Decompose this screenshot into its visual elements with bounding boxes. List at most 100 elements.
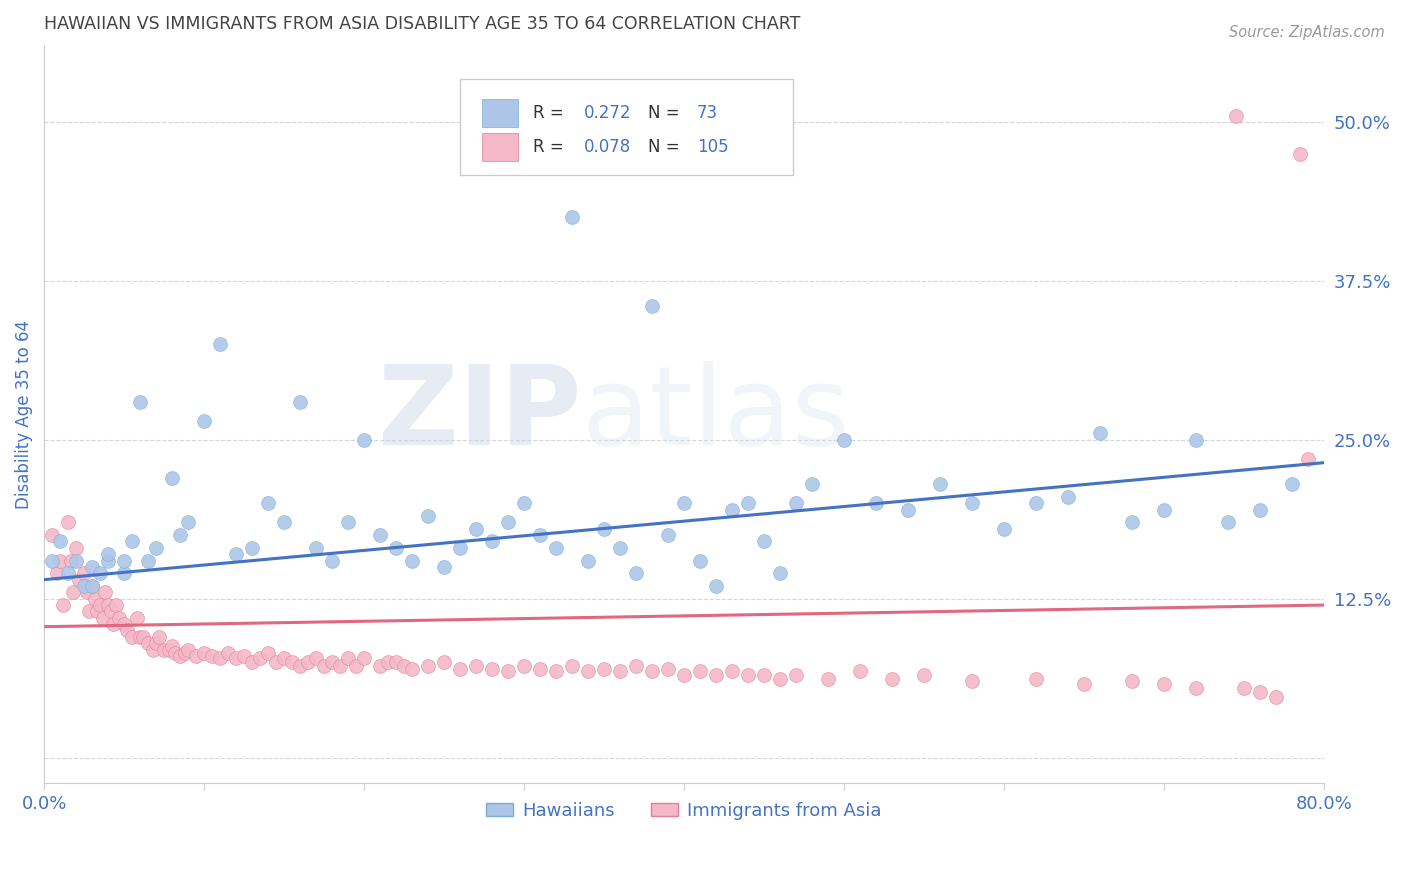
Point <box>849 664 872 678</box>
Point <box>49 534 72 549</box>
Point <box>416 659 439 673</box>
Point <box>67 573 90 587</box>
Point <box>1121 516 1143 530</box>
Point <box>704 668 727 682</box>
Point <box>1185 433 1208 447</box>
Point <box>392 659 415 673</box>
Point <box>177 642 200 657</box>
Point <box>624 659 647 673</box>
Point <box>609 664 631 678</box>
FancyBboxPatch shape <box>482 133 517 161</box>
Point <box>157 642 180 657</box>
Point <box>73 579 96 593</box>
Point <box>657 528 679 542</box>
Point <box>529 528 551 542</box>
Text: N =: N = <box>648 137 685 156</box>
Text: atlas: atlas <box>582 361 851 468</box>
Point <box>288 659 311 673</box>
Point <box>960 674 983 689</box>
Point <box>94 585 117 599</box>
Point <box>201 648 224 663</box>
Point <box>737 668 759 682</box>
Point <box>1289 146 1312 161</box>
Point <box>41 553 63 567</box>
Point <box>145 541 167 555</box>
Point <box>1249 502 1271 516</box>
Point <box>82 579 104 593</box>
Point <box>993 522 1015 536</box>
Point <box>86 604 108 618</box>
Point <box>593 662 616 676</box>
Point <box>129 394 152 409</box>
Point <box>449 541 471 555</box>
Point <box>125 611 148 625</box>
Text: HAWAIIAN VS IMMIGRANTS FROM ASIA DISABILITY AGE 35 TO 64 CORRELATION CHART: HAWAIIAN VS IMMIGRANTS FROM ASIA DISABIL… <box>44 15 800 33</box>
Point <box>132 630 155 644</box>
Point <box>465 522 488 536</box>
Text: 105: 105 <box>697 137 728 156</box>
Point <box>165 646 187 660</box>
Point <box>145 636 167 650</box>
Point <box>513 659 536 673</box>
Point <box>641 664 664 678</box>
Point <box>240 655 263 669</box>
Point <box>641 299 664 313</box>
Point <box>624 566 647 581</box>
Point <box>401 662 423 676</box>
Point <box>112 566 135 581</box>
Point <box>305 651 328 665</box>
Point <box>297 655 319 669</box>
Point <box>752 534 775 549</box>
Point <box>769 672 792 686</box>
Point <box>160 639 183 653</box>
Point <box>169 648 191 663</box>
Point <box>561 211 583 225</box>
Point <box>288 394 311 409</box>
Point <box>1073 677 1095 691</box>
Point <box>148 630 170 644</box>
Point <box>1185 681 1208 695</box>
Point <box>112 553 135 567</box>
Point <box>385 655 408 669</box>
Point <box>657 662 679 676</box>
Point <box>1225 109 1247 123</box>
Point <box>529 662 551 676</box>
Point <box>801 477 824 491</box>
Point <box>1216 516 1239 530</box>
Point <box>65 541 87 555</box>
Point <box>377 655 399 669</box>
Point <box>41 528 63 542</box>
Point <box>337 516 360 530</box>
Text: N =: N = <box>648 103 685 122</box>
Point <box>77 604 100 618</box>
Point <box>1153 677 1175 691</box>
Point <box>769 566 792 581</box>
Point <box>233 648 256 663</box>
Point <box>177 516 200 530</box>
Point <box>312 659 335 673</box>
Point <box>1025 496 1047 510</box>
Point <box>56 566 79 581</box>
Point <box>737 496 759 510</box>
Point <box>89 566 111 581</box>
Point <box>1088 426 1111 441</box>
Point <box>264 655 287 669</box>
Point <box>209 337 232 351</box>
Point <box>817 672 839 686</box>
Y-axis label: Disability Age 35 to 64: Disability Age 35 to 64 <box>15 320 32 508</box>
Point <box>97 547 120 561</box>
Point <box>281 655 304 669</box>
Point <box>257 646 280 660</box>
Point <box>84 591 107 606</box>
Point <box>368 528 391 542</box>
Point <box>153 642 176 657</box>
Point <box>880 672 903 686</box>
Point <box>433 655 456 669</box>
Point <box>129 630 152 644</box>
Point <box>225 547 247 561</box>
Point <box>273 651 295 665</box>
Point <box>1281 477 1303 491</box>
Point <box>257 496 280 510</box>
Point <box>1153 502 1175 516</box>
Point <box>832 433 855 447</box>
